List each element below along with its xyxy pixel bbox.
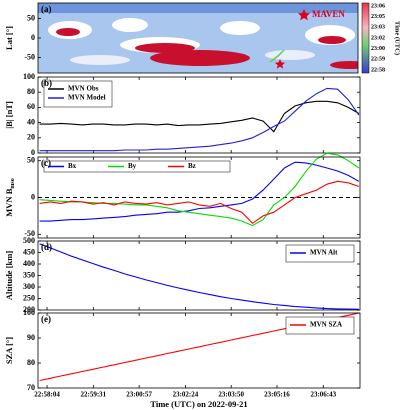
legend-label: MVN Obs <box>68 85 99 93</box>
y-tick-label: 100 <box>23 308 35 317</box>
y-tick-label: 20 <box>27 133 35 142</box>
colorbar-tick-label: 23:00 <box>371 46 385 52</box>
panel-frame <box>37 156 361 239</box>
legend-label: Bx <box>68 162 77 170</box>
y-tick-label: 350 <box>23 270 35 279</box>
star-marker <box>274 59 286 69</box>
series-line <box>39 100 360 133</box>
y-tick-label: 50 <box>27 13 35 22</box>
y-tick-label: -50 <box>24 52 35 61</box>
legend-box <box>43 80 113 108</box>
y-tick-label: 80 <box>27 87 35 96</box>
y-axis-title-text: SZA [°] <box>4 337 14 364</box>
colorbar-tick-label: 22:58 <box>371 67 385 73</box>
y-axis-title: MVN Bmso <box>4 178 16 216</box>
star-marker <box>297 9 311 21</box>
y-tick-label: 100 <box>23 72 35 81</box>
x-tick-label: 23:03:50 <box>218 391 244 399</box>
y-axis-title: Lat [°] <box>4 26 14 50</box>
colorbar-tick-label: 23:02 <box>371 35 385 41</box>
series-line <box>39 161 360 222</box>
y-axis-title: SZA [°] <box>4 337 14 364</box>
legend-label: By <box>128 162 137 170</box>
x-tick-label: 22:58:04 <box>34 391 60 399</box>
series-line <box>39 180 360 225</box>
panel-label: (d) <box>41 242 52 252</box>
y-tick-label: 500 <box>23 236 35 245</box>
x-tick-label: 23:05:16 <box>264 391 290 399</box>
y-tick-label: 200 <box>23 305 35 314</box>
y-tick-label: 0 <box>31 148 35 157</box>
x-axis-title: Time (UTC) on 2022-09-21 <box>150 399 247 409</box>
panel-label: (c) <box>41 158 51 168</box>
y-axis-title-text: Altitude [km] <box>4 251 14 301</box>
series-line <box>39 87 360 152</box>
y-axis-title: |B| [nT] <box>4 101 14 129</box>
colorbar-tick-label: 23:06 <box>371 3 385 9</box>
series-line <box>39 152 360 227</box>
legend-label: MVN Model <box>68 94 106 102</box>
panel-frame <box>37 312 361 389</box>
y-tick-label: 0 <box>31 192 35 201</box>
y-axis-title-subscript: mso <box>10 178 16 188</box>
legend-label: Bz <box>188 162 196 170</box>
colorbar <box>361 2 370 74</box>
y-tick-label: -50 <box>24 229 35 238</box>
panel-label: (b) <box>41 78 52 88</box>
y-axis-title: Altitude [km] <box>4 251 14 301</box>
x-tick-label: 23:02:24 <box>173 391 199 399</box>
series-line <box>39 243 359 310</box>
x-tick-label: 22:59:31 <box>81 391 107 399</box>
legend-label: MVN SZA <box>310 321 342 329</box>
y-tick-label: 400 <box>23 259 35 268</box>
y-tick-label: 0 <box>31 33 35 42</box>
colorbar-tick-label: 22:59 <box>371 57 385 63</box>
y-tick-label: 40 <box>27 117 35 126</box>
y-tick-label: 50 <box>27 156 35 165</box>
y-axis-title-text: MVN B <box>4 188 14 216</box>
x-tick-label: 23:06:43 <box>310 391 336 399</box>
y-tick-label: 300 <box>23 282 35 291</box>
panel-frame <box>37 76 361 154</box>
y-tick-label: 250 <box>23 293 35 302</box>
x-tick-label: 23:00:57 <box>126 391 152 399</box>
y-tick-label: 450 <box>23 247 35 256</box>
legend-box <box>285 316 355 335</box>
y-tick-label: 90 <box>27 333 35 342</box>
colorbar-tick-label: 23:05 <box>371 14 385 20</box>
colorbar-tick-label: 23:03 <box>371 25 385 31</box>
panel-label: (e) <box>41 314 51 324</box>
colorbar-label: Time (UTC) <box>394 21 400 55</box>
y-axis-title-text: |B| [nT] <box>4 101 14 129</box>
legend-box <box>285 244 355 263</box>
panel-label: (a) <box>41 4 52 14</box>
legend-box <box>43 160 231 173</box>
panel-frame <box>37 240 361 311</box>
y-axis-title-text: Lat [°] <box>4 26 14 50</box>
y-tick-label: 80 <box>27 358 35 367</box>
y-tick-label: 70 <box>27 383 35 392</box>
legend-label: MVN Alt <box>310 249 338 257</box>
y-tick-label: 60 <box>27 102 35 111</box>
annotation: MAVEN <box>312 9 345 19</box>
